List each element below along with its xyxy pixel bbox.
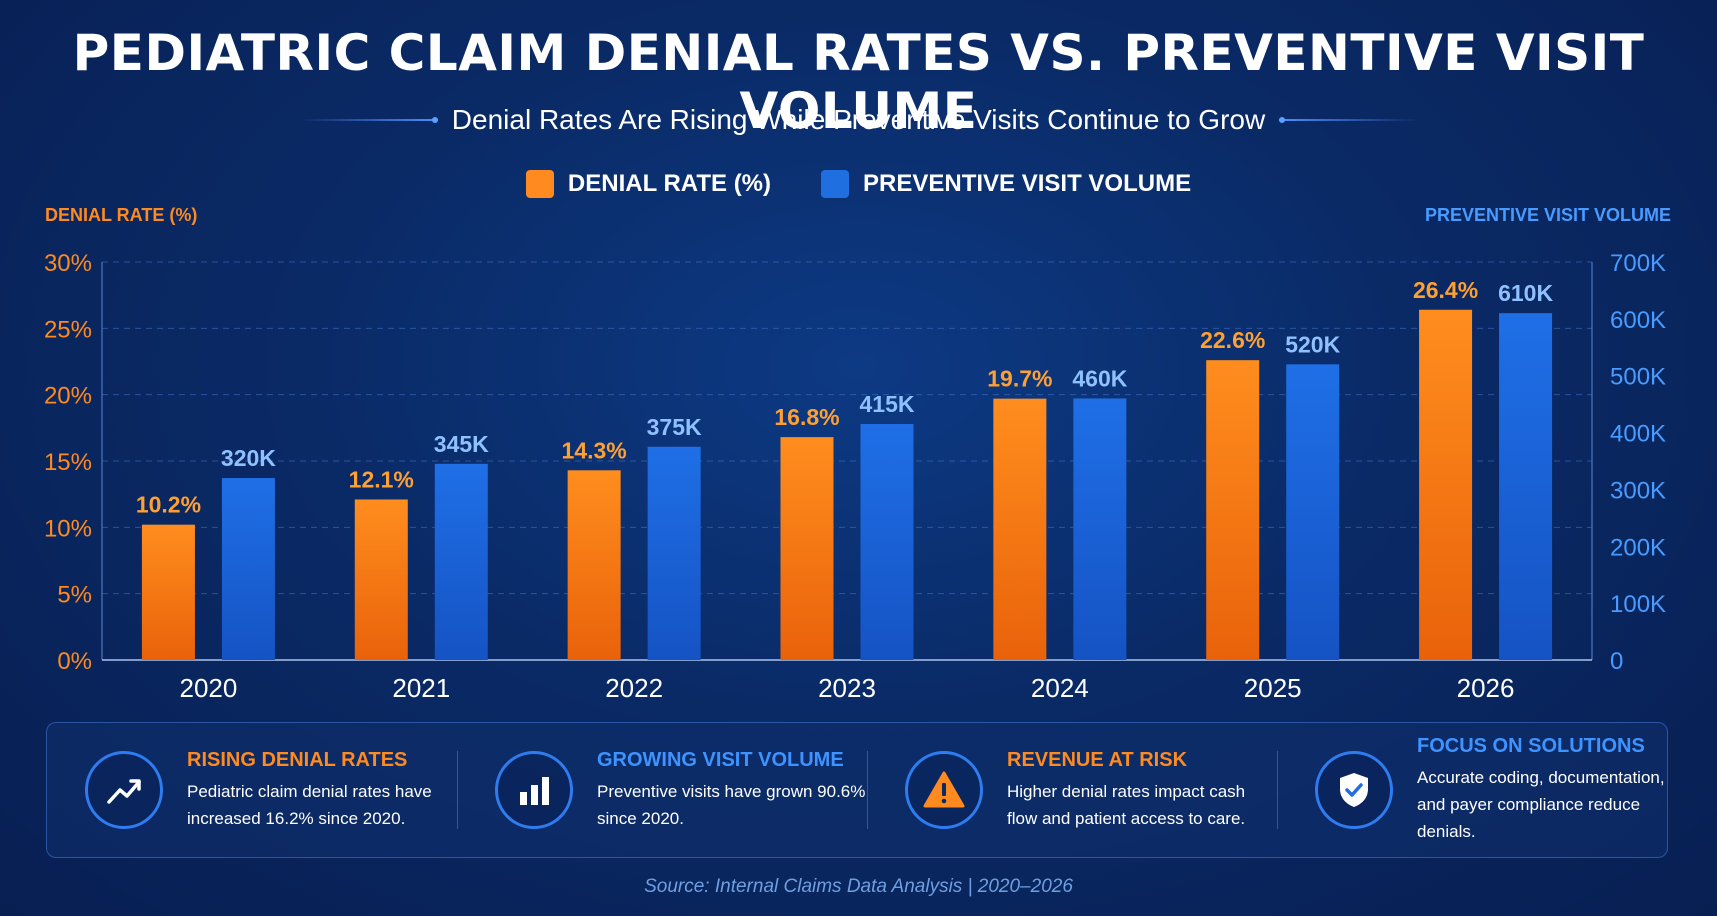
legend-label-visit-volume: PREVENTIVE VISIT VOLUME	[863, 170, 1192, 197]
data-label-denial-rate: 22.6%	[1200, 327, 1265, 353]
bars	[141, 309, 1553, 660]
x-tick-label: 2020	[180, 673, 238, 703]
insight-text: Accurate coding, documentation, and paye…	[1417, 768, 1665, 841]
data-label-visit-volume: 320K	[221, 445, 276, 471]
y-tick-left: 0%	[57, 648, 92, 675]
data-label-visit-volume: 520K	[1285, 331, 1340, 357]
legend-swatch-visit-volume	[821, 170, 850, 198]
insight-title: GROWING VISIT VOLUME	[597, 748, 844, 771]
data-label-visit-volume: 610K	[1498, 280, 1553, 306]
bar-visit-volume	[221, 478, 275, 660]
data-label-visit-volume: 345K	[434, 431, 489, 457]
bar-chart: 0% 5% 10% 15% 20% 25% 30% 0 100K 200K 300K 400K 500K…	[43, 250, 1667, 703]
bar-visit-volume	[1499, 313, 1553, 660]
y-tick-right: 600K	[1610, 307, 1666, 334]
insight-title: FOCUS ON SOLUTIONS	[1417, 735, 1645, 757]
bar-denial-rate	[567, 470, 621, 660]
data-label-denial-rate: 19.7%	[987, 366, 1052, 392]
insight-card-rising-denials: RISING DENIAL RATES Pediatric claim deni…	[47, 723, 457, 857]
insight-card-solutions: FOCUS ON SOLUTIONS Accurate coding, docu…	[1277, 723, 1687, 857]
y-tick-left: 25%	[44, 316, 92, 343]
subtitle-divider-right	[1279, 117, 1420, 123]
y-tick-right: 500K	[1610, 364, 1666, 391]
subtitle-row: Denial Rates Are Rising While Preventive…	[0, 100, 1717, 140]
y-tick-left: 30%	[44, 250, 92, 277]
insight-title: REVENUE AT RISK	[1007, 748, 1188, 771]
insight-card-revenue-risk: REVENUE AT RISK Higher denial rates impa…	[867, 723, 1277, 857]
bar-visit-volume	[860, 424, 914, 660]
y-tick-left: 5%	[57, 582, 92, 609]
trend-up-icon	[85, 751, 163, 829]
data-label-visit-volume: 460K	[1072, 365, 1127, 391]
bar-denial-rate	[354, 499, 408, 660]
y-tick-right: 100K	[1610, 591, 1666, 618]
data-label-visit-volume: 415K	[860, 391, 915, 417]
x-tick-label: 2026	[1457, 673, 1515, 703]
bar-denial-rate	[141, 524, 195, 660]
y-axis-right-title: PREVENTIVE VISIT VOLUME	[1424, 205, 1671, 225]
legend-item-visit-volume: PREVENTIVE VISIT VOLUME	[821, 170, 1191, 198]
x-tick-label: 2025	[1244, 673, 1302, 703]
source-note: Source: Internal Claims Data Analysis | …	[644, 876, 1073, 897]
bar-visit-volume	[434, 463, 488, 660]
y-tick-right: 700K	[1610, 250, 1666, 277]
warning-icon	[905, 751, 983, 829]
y-tick-left: 15%	[44, 449, 92, 476]
bar-visit-volume	[1073, 398, 1127, 660]
shield-check-icon	[1315, 751, 1393, 829]
labels: 0% 5% 10% 15% 20% 25% 30% 0 100K 200K 300K 400K 500K…	[44, 250, 1666, 703]
insight-title: RISING DENIAL RATES	[187, 748, 408, 771]
y-axis-left-title: DENIAL RATE (%)	[45, 205, 198, 225]
insight-text: Higher denial rates impact cash flow and…	[1007, 781, 1246, 828]
chart-title: PEDIATRIC CLAIM DENIAL RATES VS. PREVENT…	[72, 24, 1645, 140]
chart-subtitle: Denial Rates Are Rising While Preventive…	[451, 104, 1266, 135]
bar-chart-icon	[495, 751, 573, 829]
legend-item-denial-rate: DENIAL RATE (%)	[525, 170, 772, 198]
data-label-denial-rate: 14.3%	[562, 437, 627, 463]
data-label-visit-volume: 375K	[647, 414, 702, 440]
y-tick-left: 10%	[44, 515, 92, 542]
insight-text: Pediatric claim denial rates have increa…	[187, 781, 432, 828]
data-label-denial-rate: 12.1%	[349, 466, 414, 492]
x-tick-label: 2021	[392, 673, 450, 703]
insight-card-growing-volume: GROWING VISIT VOLUME Preventive visits h…	[457, 723, 867, 857]
grid-lines	[101, 261, 1593, 661]
bar-denial-rate	[1419, 309, 1473, 660]
legend-label-denial-rate: DENIAL RATE (%)	[567, 170, 772, 197]
x-tick-label: 2022	[605, 673, 663, 703]
subtitle-divider-left	[297, 117, 438, 123]
legend-swatch-denial-rate	[525, 170, 554, 198]
y-tick-right: 300K	[1610, 477, 1666, 504]
bar-visit-volume	[1286, 364, 1340, 660]
y-tick-right: 0	[1610, 648, 1623, 675]
data-label-denial-rate: 10.2%	[136, 492, 201, 518]
bar-denial-rate	[1206, 360, 1260, 660]
y-tick-left: 20%	[44, 383, 92, 410]
bar-denial-rate	[993, 398, 1047, 660]
bar-denial-rate	[780, 437, 834, 660]
insights-panel: RISING DENIAL RATES Pediatric claim deni…	[46, 722, 1668, 858]
insight-text: Preventive visits have grown 90.6% since…	[597, 781, 866, 828]
y-tick-right: 400K	[1610, 421, 1666, 448]
y-tick-right: 200K	[1610, 534, 1666, 561]
bar-visit-volume	[647, 446, 701, 660]
x-tick-label: 2023	[818, 673, 876, 703]
x-tick-label: 2024	[1031, 673, 1089, 703]
data-label-denial-rate: 16.8%	[774, 404, 839, 430]
chart-legend: DENIAL RATE (%) PREVENTIVE VISIT VOLUME	[0, 170, 1717, 198]
data-label-denial-rate: 26.4%	[1413, 277, 1478, 303]
